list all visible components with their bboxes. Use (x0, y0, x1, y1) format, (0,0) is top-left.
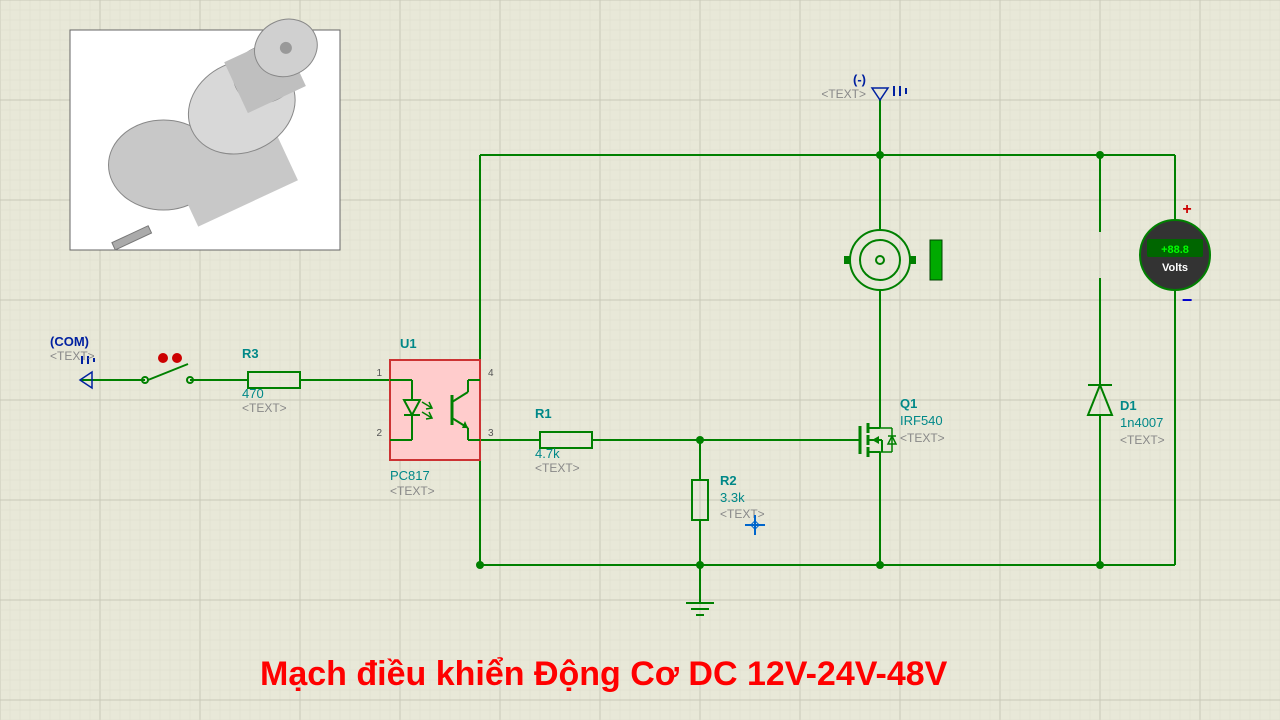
junction-dot (696, 436, 704, 444)
motor-photo (70, 9, 340, 250)
svg-text:<TEXT>: <TEXT> (900, 431, 945, 445)
svg-text:<TEXT>: <TEXT> (1120, 433, 1165, 447)
svg-text:<TEXT>: <TEXT> (242, 401, 287, 415)
svg-text:4.7k: 4.7k (535, 446, 560, 461)
svg-text:470: 470 (242, 386, 264, 401)
svg-text:+88.8: +88.8 (1161, 244, 1189, 256)
svg-text:1n4007: 1n4007 (1120, 415, 1163, 430)
junction-dot (1096, 561, 1104, 569)
svg-text:<TEXT>: <TEXT> (390, 484, 435, 498)
optocoupler-body (390, 360, 480, 460)
svg-text:Q1: Q1 (900, 396, 917, 411)
junction-dot (876, 561, 884, 569)
svg-text:Volts: Volts (1162, 262, 1188, 274)
svg-text:R1: R1 (535, 406, 552, 421)
svg-text:<TEXT>: <TEXT> (821, 87, 866, 101)
junction-dot (876, 151, 884, 159)
indicator-bar (930, 240, 942, 280)
svg-text:+: + (1182, 201, 1191, 218)
svg-text:R3: R3 (242, 346, 259, 361)
svg-text:<TEXT>: <TEXT> (720, 507, 765, 521)
junction-dot (1096, 151, 1104, 159)
svg-text:3.3k: 3.3k (720, 490, 745, 505)
svg-text:<TEXT>: <TEXT> (535, 461, 580, 475)
diagram-title: Mạch điều khiển Động Cơ DC 12V-24V-48V (260, 655, 947, 694)
svg-text:D1: D1 (1120, 398, 1137, 413)
svg-text:(COM): (COM) (50, 334, 89, 349)
svg-text:1: 1 (376, 368, 382, 379)
junction-dot (696, 561, 704, 569)
svg-text:4: 4 (488, 368, 494, 379)
svg-text:(-): (-) (853, 72, 866, 87)
svg-text:IRF540: IRF540 (900, 413, 943, 428)
svg-text:3: 3 (488, 428, 494, 439)
svg-text:PC817: PC817 (390, 468, 430, 483)
svg-text:2: 2 (376, 428, 382, 439)
svg-text:−: − (1182, 290, 1193, 310)
junction-dot (476, 561, 484, 569)
switch[interactable] (148, 364, 188, 380)
svg-text:U1: U1 (400, 336, 417, 351)
svg-text:R2: R2 (720, 473, 737, 488)
svg-text:<TEXT>: <TEXT> (50, 349, 95, 363)
